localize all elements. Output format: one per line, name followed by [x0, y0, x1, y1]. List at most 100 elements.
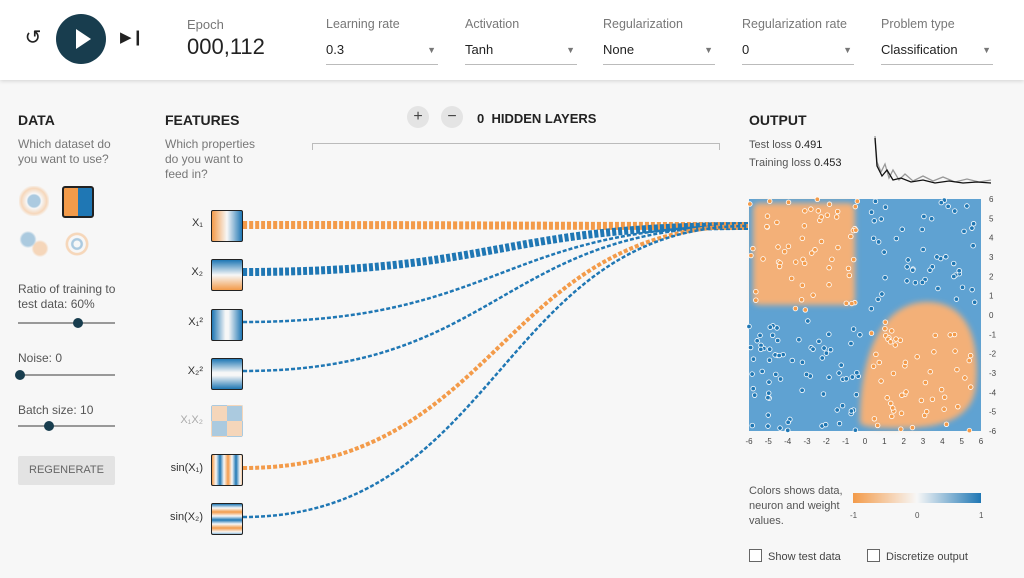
- remove-layer-button[interactable]: −: [441, 106, 463, 128]
- data-point: [884, 395, 890, 401]
- data-point: [882, 319, 888, 325]
- data-point: [932, 332, 938, 339]
- show-test-data-checkbox[interactable]: Show test data: [749, 549, 841, 563]
- dataset-circle-icon[interactable]: [19, 186, 49, 216]
- data-point: [888, 400, 894, 407]
- weight-link-x2[interactable]: [242, 222, 749, 276]
- data-point: [922, 379, 929, 386]
- regenerate-button[interactable]: REGENERATE: [18, 456, 115, 485]
- data-point: [923, 408, 930, 415]
- noise-slider-thumb[interactable]: [15, 370, 25, 380]
- reset-icon[interactable]: ↺: [24, 27, 42, 49]
- problem-type-select[interactable]: Classification: [881, 42, 993, 65]
- data-point: [959, 284, 966, 291]
- data-point: [879, 291, 885, 297]
- data-point: [816, 338, 822, 345]
- data-point: [826, 282, 832, 288]
- hidden-layers-label: 0 HIDDEN LAYERS: [477, 111, 596, 126]
- data-point: [826, 331, 832, 337]
- data-point: [903, 389, 909, 395]
- data-point: [966, 427, 973, 434]
- feature-label-sin-x1: sin(X₁): [170, 462, 203, 474]
- data-point: [785, 419, 791, 426]
- data-point: [904, 264, 910, 270]
- batch-size-label: Batch size: 10: [18, 403, 94, 417]
- legend-tick-max: 1: [979, 511, 984, 520]
- data-point: [753, 297, 759, 303]
- weight-link-x1-squared[interactable]: [242, 224, 749, 324]
- data-point: [943, 254, 949, 260]
- data-point: [760, 256, 766, 262]
- data-point: [836, 370, 842, 376]
- regularization-select[interactable]: None: [603, 42, 715, 65]
- data-point: [764, 223, 770, 230]
- feature-x1x2[interactable]: [211, 405, 243, 437]
- data-point: [967, 352, 974, 359]
- data-point: [798, 297, 805, 303]
- play-button[interactable]: [56, 14, 106, 64]
- weight-link-x1[interactable]: [242, 221, 749, 230]
- batch-size-slider[interactable]: [18, 421, 115, 431]
- x-tick-label: 2: [901, 437, 906, 446]
- problem-type-control: Problem type Classification: [881, 17, 993, 65]
- data-point: [748, 252, 754, 259]
- checkbox-box[interactable]: [867, 549, 880, 562]
- weight-link-sin-x1[interactable]: [242, 224, 749, 470]
- x-tick-label: 0: [863, 437, 868, 446]
- data-point: [871, 416, 878, 422]
- data-point: [829, 256, 835, 263]
- discretize-output-checkbox[interactable]: Discretize output: [867, 549, 968, 563]
- data-point: [951, 331, 958, 338]
- checkbox-box[interactable]: [749, 549, 762, 562]
- epoch-label: Epoch: [187, 17, 224, 32]
- regularization-label: Regularization: [603, 17, 683, 31]
- heatmap-region-top-left: [753, 203, 855, 305]
- data-point: [951, 260, 957, 267]
- x-tick-label: 1: [882, 437, 887, 446]
- feature-x2-squared[interactable]: [211, 358, 243, 390]
- data-point: [954, 366, 960, 373]
- dataset-xor-icon[interactable]: [62, 186, 94, 218]
- noise-slider[interactable]: [15, 370, 115, 380]
- x-tick-label: -1: [842, 437, 850, 446]
- dataset-spiral-icon[interactable]: [62, 229, 92, 259]
- data-point: [751, 392, 758, 398]
- feature-sin-x1[interactable]: [211, 454, 243, 486]
- data-point: [836, 420, 843, 427]
- data-point: [935, 285, 941, 292]
- data-point: [775, 244, 781, 250]
- feature-label-x2: X₂: [191, 266, 203, 278]
- data-point: [843, 300, 849, 307]
- feature-x1[interactable]: [211, 210, 243, 242]
- color-legend-bar: [853, 493, 981, 503]
- ratio-slider-thumb[interactable]: [73, 318, 83, 328]
- data-point: [827, 347, 834, 353]
- data-point: [969, 225, 975, 231]
- x-tick-label: 4: [940, 437, 945, 446]
- weight-link-x2-squared[interactable]: [242, 224, 749, 373]
- chevron-down-icon: [982, 45, 991, 55]
- y-tick-label: 0: [989, 311, 994, 320]
- data-point: [919, 279, 926, 286]
- data-point: [799, 387, 805, 394]
- feature-sin-x2[interactable]: [211, 503, 243, 535]
- dataset-gaussian-icon[interactable]: [19, 229, 49, 259]
- weight-link-sin-x2[interactable]: [242, 224, 749, 519]
- data-point: [799, 235, 806, 242]
- feature-x1-squared[interactable]: [211, 309, 243, 341]
- activation-select[interactable]: Tanh: [465, 42, 577, 65]
- data-point: [814, 196, 821, 203]
- step-icon[interactable]: ▶❙: [120, 29, 145, 46]
- training-loss: Training loss 0.453: [749, 157, 842, 169]
- feature-x2[interactable]: [211, 259, 243, 291]
- learning-rate-select[interactable]: 0.3: [326, 42, 438, 65]
- data-point: [882, 204, 889, 210]
- data-point: [777, 376, 784, 382]
- data-point: [777, 425, 783, 431]
- ratio-slider[interactable]: [18, 318, 115, 328]
- add-layer-button[interactable]: +: [407, 106, 429, 128]
- regularization-rate-select[interactable]: 0: [742, 42, 854, 65]
- y-tick-label: -5: [989, 408, 997, 417]
- batch-size-slider-thumb[interactable]: [44, 421, 54, 431]
- x-tick-label: 5: [959, 437, 964, 446]
